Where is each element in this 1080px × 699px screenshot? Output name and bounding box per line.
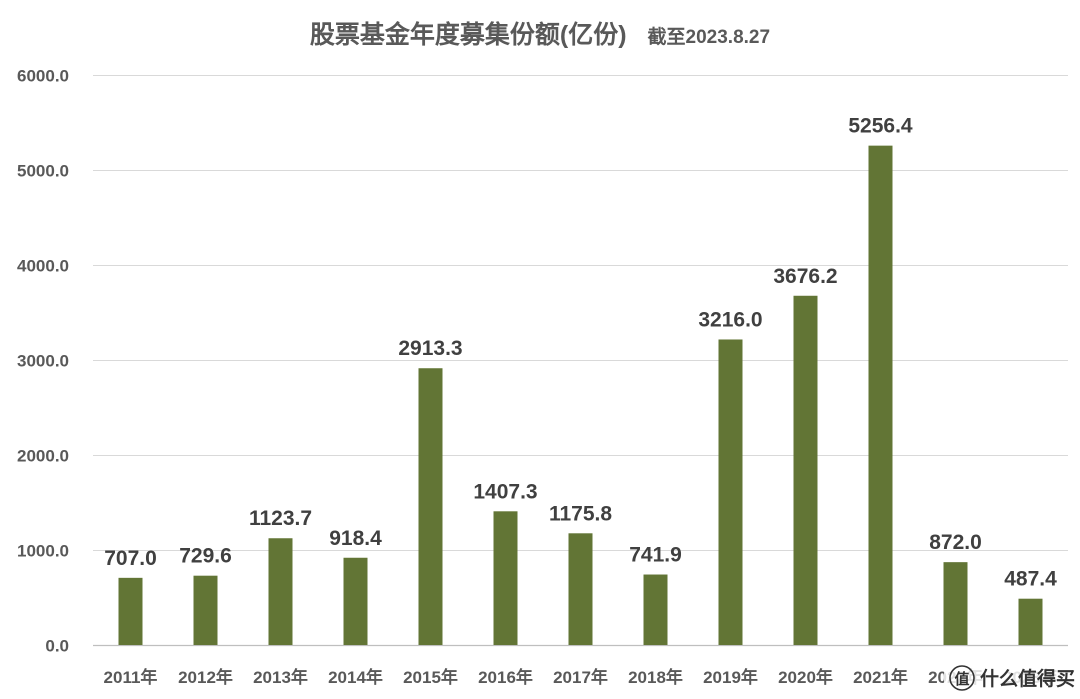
- data-label-2022: 872.0: [929, 531, 982, 554]
- data-label-2023: 487.4: [1004, 568, 1057, 591]
- x-tick-label-2015: 2015年: [403, 667, 458, 687]
- y-tick-label-0: 0.0: [45, 637, 69, 656]
- y-tick-label-6000: 6000.0: [17, 67, 69, 86]
- x-tick-label-2016: 2016年: [478, 667, 533, 687]
- x-tick-label-2018: 2018年: [628, 667, 683, 687]
- chart-subtitle: 截至2023.8.27: [648, 25, 771, 48]
- bar-2020: [793, 295, 818, 645]
- watermark-text: 什么值得买: [980, 667, 1075, 690]
- data-labels: 707.0 729.6 1123.7 918.4 2913.3 1407.3 1175.8 7…: [104, 115, 1057, 591]
- x-tick-label-2020: 2020年: [778, 667, 833, 687]
- y-tick-label-2000: 2000.0: [17, 447, 69, 466]
- bar-2018: [643, 574, 668, 645]
- bar-2012: [193, 575, 218, 645]
- x-tick-label-2011: 2011年: [104, 667, 158, 687]
- x-tick-label-2019: 2019年: [703, 667, 758, 687]
- x-tick-label-2021: 2021年: [853, 667, 908, 687]
- bar-2011: [118, 577, 143, 645]
- watermark-logo: 值 什么值得买: [944, 660, 1076, 696]
- y-tick-label-4000: 4000.0: [17, 257, 69, 276]
- y-tick-label-3000: 3000.0: [17, 352, 69, 371]
- x-tick-label-2012: 2012年: [178, 667, 233, 687]
- data-label-2012: 729.6: [179, 545, 232, 568]
- bar-2022: [943, 562, 968, 645]
- x-tick-label-2013: 2013年: [253, 667, 308, 687]
- data-label-2018: 741.9: [629, 544, 682, 567]
- y-tick-label-5000: 5000.0: [17, 162, 69, 181]
- data-label-2016: 1407.3: [473, 480, 537, 503]
- x-axis-tick-labels: 2011年 2012年 2013年 2014年 2015年 2016年 2017年 2018年…: [104, 667, 1058, 687]
- data-label-2014: 918.4: [329, 527, 382, 550]
- bar-2017: [568, 533, 593, 645]
- bars: [118, 145, 1043, 645]
- data-label-2013: 1123.7: [249, 507, 312, 530]
- bar-2014: [343, 557, 368, 645]
- data-label-2019: 3216.0: [698, 308, 762, 331]
- data-label-2011: 707.0: [104, 547, 157, 570]
- data-label-2021: 5256.4: [848, 115, 913, 138]
- chart-title: 股票基金年度募集份额(亿份) 截至2023.8.27: [310, 20, 770, 49]
- watermark-circle-icon: [949, 665, 975, 691]
- data-label-2015: 2913.3: [398, 337, 462, 360]
- data-label-2020: 3676.2: [773, 265, 837, 288]
- y-axis-tick-labels: 0.0 1000.0 2000.0 3000.0 4000.0 5000.0 6000.0: [17, 67, 69, 656]
- bar-2013: [268, 538, 293, 645]
- watermark-background: [944, 660, 1076, 696]
- x-tick-label-2014: 2014年: [328, 667, 383, 687]
- bar-2019: [718, 339, 743, 645]
- bar-2015: [418, 368, 443, 645]
- chart-title-main: 股票基金年度募集份额(亿份): [310, 20, 627, 49]
- data-label-2017: 1175.8: [549, 502, 612, 525]
- x-tick-label-2017: 2017年: [553, 667, 608, 687]
- watermark-icon-text: 值: [954, 670, 969, 688]
- bar-2016: [493, 511, 518, 645]
- bar-2021: [868, 145, 893, 645]
- gridlines: [93, 75, 1068, 647]
- y-tick-label-1000: 1000.0: [17, 542, 69, 561]
- bar-2023: [1018, 598, 1043, 645]
